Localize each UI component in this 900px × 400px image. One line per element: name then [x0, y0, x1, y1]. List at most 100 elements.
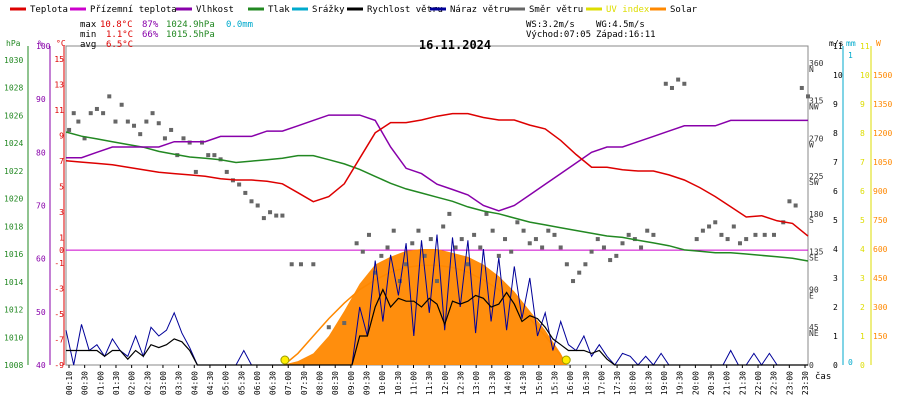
wind-direction-point-22 — [200, 140, 205, 145]
dir-tick-4: 270 — [809, 134, 824, 143]
wind-direction-point-97 — [713, 220, 718, 225]
wind-direction-point-24 — [212, 153, 217, 158]
w-tick-4: 900 — [873, 187, 888, 196]
wind-direction-point-33 — [268, 210, 273, 215]
legend-label-6: Náraz větru — [450, 5, 510, 15]
wind-direction-point-43 — [366, 232, 371, 237]
wind-direction-point-17 — [169, 127, 174, 132]
hpa-tick-3: 1024 — [4, 139, 23, 148]
wind-direction-point-30 — [249, 199, 254, 204]
wind-direction-point-14 — [150, 111, 155, 116]
pressure-line — [65, 131, 809, 262]
x-tick-37: 18:30 — [644, 371, 653, 395]
wind-direction-point-101 — [737, 241, 742, 246]
wind-direction-point-8 — [113, 119, 118, 124]
wind-direction-point-82 — [608, 258, 613, 263]
dir-tick-10: 135 — [809, 248, 824, 257]
x-tick-36: 18:00 — [629, 371, 638, 395]
wind-direction-point-12 — [138, 132, 143, 137]
uv-tick-10: 1 — [860, 332, 865, 341]
temp-tick-13: -9 — [54, 361, 64, 370]
dir-tick-6: 225 — [809, 172, 824, 181]
w-tick-7: 450 — [873, 274, 888, 283]
uv-tick-9: 2 — [860, 303, 865, 312]
temp-tick-4: 7 — [59, 157, 64, 166]
x-tick-31: 15:30 — [550, 371, 559, 395]
x-tick-1: 00:30 — [81, 371, 90, 395]
x-tick-34: 17:00 — [597, 371, 606, 395]
wind-direction-point-93 — [682, 81, 687, 86]
x-tick-33: 16:30 — [582, 371, 591, 395]
wind-direction-point-104 — [762, 232, 767, 237]
axes: hPa% °C1030102810261024102210201018101610… — [4, 39, 892, 395]
wind-direction-point-66 — [509, 249, 514, 254]
wind-direction-point-77 — [577, 270, 582, 275]
temperature-line — [65, 112, 809, 237]
wind-direction-point-109 — [799, 85, 804, 90]
stat-min-press: 1015.5hPa — [166, 30, 215, 40]
wind-direction-point-47 — [391, 228, 396, 233]
x-tick-46: 23:00 — [785, 371, 794, 395]
w-tick-5: 750 — [873, 216, 888, 225]
temp-tick-7: 1 — [59, 233, 64, 242]
x-tick-26: 13:00 — [472, 371, 481, 395]
temp-tick-2: 11 — [54, 106, 64, 115]
wind-direction-point-5 — [94, 106, 99, 111]
solar-max-line — [283, 264, 567, 366]
dir-tick-16: 0 — [809, 361, 814, 370]
wind-direction-point-13 — [144, 119, 149, 124]
wind-direction-point-32 — [261, 216, 266, 221]
temp-unit-label: °C — [56, 39, 66, 48]
wind-direction-point-40 — [342, 321, 347, 326]
temp-tick-9: -1 — [54, 259, 64, 268]
x-tick-32: 16:00 — [566, 371, 575, 395]
dir-tick-12: 90 — [809, 285, 819, 294]
mm-tick-0: 1 — [848, 51, 853, 60]
x-tick-9: 04:30 — [206, 371, 215, 395]
wind-direction-point-35 — [280, 213, 285, 218]
dir-tick-8: 180 — [809, 210, 824, 219]
ms-tick-2: 9 — [833, 100, 838, 109]
x-tick-47: 23:30 — [801, 371, 810, 395]
dir-tick-15: NE — [809, 329, 819, 338]
legend-label-4: Srážky — [312, 5, 345, 15]
temp-tick-11: -5 — [54, 310, 64, 319]
wind-direction-point-96 — [707, 224, 712, 229]
wind-direction-point-28 — [237, 182, 242, 187]
hpa-tick-2: 1026 — [4, 111, 23, 120]
wind-direction-point-53 — [428, 237, 433, 242]
stat-max-temp: 10.8°C — [100, 20, 133, 30]
solar-area — [282, 249, 567, 365]
wind-direction-point-80 — [595, 237, 600, 242]
wind-direction-point-108 — [793, 203, 798, 208]
ms-tick-10: 1 — [833, 332, 838, 341]
wind-direction-point-21 — [193, 169, 198, 174]
hpa-tick-6: 1018 — [4, 222, 23, 231]
legend-label-7: Směr větru — [529, 5, 583, 15]
temp-tick-1: 13 — [54, 80, 64, 89]
marks — [65, 77, 810, 366]
legend-label-3: Tlak — [268, 5, 290, 15]
wind-gust-max: WG:4.5m/s — [596, 20, 645, 30]
x-tick-43: 21:30 — [738, 371, 747, 395]
wind-speed-avg: WS:3.2m/s — [526, 20, 575, 30]
temp-tick-10: -3 — [54, 284, 64, 293]
x-tick-6: 03:00 — [159, 371, 168, 395]
ms-tick-8: 3 — [833, 274, 838, 283]
wind-direction-point-48 — [397, 279, 402, 284]
wind-direction-point-37 — [298, 262, 303, 267]
stat-max-press: 1024.9hPa — [166, 20, 215, 30]
x-axis-label: čas — [815, 371, 831, 382]
stats-block: max 10.8°C 87% 1024.9hPa 0.0mm min 1.1°C… — [80, 20, 253, 50]
humidity-line — [66, 114, 808, 212]
hpa-tick-8: 1014 — [4, 278, 23, 287]
dir-tick-14: 45 — [809, 323, 819, 332]
wind-direction-point-15 — [156, 121, 161, 126]
wind-direction-point-54 — [435, 279, 439, 284]
wind-direction-point-102 — [744, 237, 749, 242]
legend-label-8: UV index — [606, 5, 650, 15]
pct-unit-label: % — [38, 39, 43, 48]
dir-tick-5: W — [809, 140, 814, 149]
wind-direction-point-91 — [669, 85, 674, 90]
ms-tick-5: 6 — [833, 187, 838, 196]
